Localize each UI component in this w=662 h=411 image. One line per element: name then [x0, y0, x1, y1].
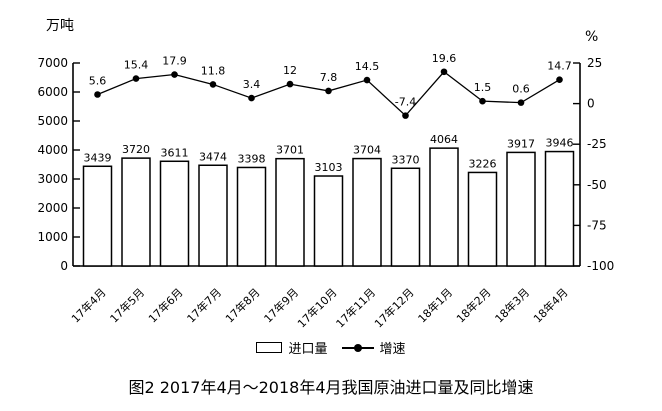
growth-point — [556, 76, 563, 84]
left-axis-tick-label: 3000 — [37, 172, 68, 186]
growth-value-label: 14.7 — [547, 60, 572, 73]
growth-point — [363, 76, 371, 84]
bar-value-label: 3917 — [507, 137, 535, 150]
x-axis-category-label: 17年7月 — [184, 285, 224, 325]
x-axis-category-label: 17年6月 — [145, 285, 185, 325]
bar — [544, 150, 575, 267]
growth-value-label: 1.5 — [474, 81, 492, 94]
bar — [236, 166, 267, 267]
figure-caption: 图2 2017年4月～2018年4月我国原油进口量及同比增速 — [128, 378, 534, 397]
left-axis-tick-label: 4000 — [37, 143, 68, 157]
bar-series-swatch-icon — [256, 342, 283, 353]
bar — [121, 157, 151, 267]
right-axis-tick-label: 25 — [587, 56, 602, 70]
growth-point — [132, 75, 140, 82]
growth-value-label: 5.6 — [89, 75, 107, 88]
bar — [82, 165, 113, 267]
bar-value-label: 3611 — [161, 146, 189, 159]
growth-value-label: 15.4 — [124, 59, 149, 72]
bar — [198, 164, 228, 267]
growth-point — [440, 68, 448, 76]
x-axis-category-label: 17年10月 — [294, 285, 339, 330]
bar-value-label: 3946 — [546, 137, 574, 150]
growth-value-label: 7.8 — [320, 71, 338, 84]
left-axis-unit-label: 万吨 — [46, 18, 74, 34]
right-axis-unit-label: % — [585, 29, 599, 45]
growth-point — [479, 97, 486, 105]
bar — [506, 151, 536, 267]
growth-point — [286, 80, 294, 88]
bar-value-label: 3701 — [276, 144, 304, 157]
bar — [390, 167, 421, 267]
left-axis-tick-label: 2000 — [37, 201, 68, 215]
right-axis-tick-label: -25 — [587, 137, 607, 151]
growth-value-label: 12 — [283, 64, 297, 77]
right-axis-tick-label: -100 — [587, 259, 614, 273]
growth-value-label: 0.6 — [512, 83, 530, 96]
x-axis-category-label: 17年8月 — [222, 285, 262, 325]
growth-point — [248, 94, 255, 102]
bar-value-label: 3103 — [315, 161, 343, 174]
bar-value-label: 3720 — [122, 143, 150, 156]
growth-point — [209, 81, 217, 88]
x-axis-category-label: 17年9月 — [261, 285, 301, 325]
growth-value-label: 14.5 — [355, 60, 380, 73]
bar-value-label: 3398 — [238, 152, 266, 165]
growth-point — [402, 112, 409, 119]
growth-point — [94, 91, 101, 98]
growth-value-label: 3.4 — [243, 78, 261, 91]
bar — [352, 157, 382, 267]
line-marker-dot-icon — [353, 343, 362, 352]
bar-value-label: 4064 — [430, 133, 458, 146]
x-axis-category-label: 18年3月 — [492, 285, 532, 325]
left-axis-tick-label: 1000 — [37, 230, 68, 244]
left-axis-tick-label: 0 — [60, 259, 68, 273]
legend-label-imports: 进口量 — [288, 342, 328, 357]
left-axis-tick-label: 7000 — [37, 56, 68, 70]
legend: 进口量 增速 — [0, 338, 662, 357]
growth-point — [325, 87, 332, 95]
bar — [275, 157, 305, 267]
x-axis-category-label: 17年12月 — [371, 285, 416, 330]
line-series-swatch-icon — [341, 343, 374, 352]
bar-value-label: 3439 — [84, 151, 112, 164]
x-axis-category-label: 18年1月 — [415, 285, 455, 325]
bar-value-label: 3474 — [199, 150, 227, 163]
bar — [429, 147, 459, 267]
x-axis-category-label: 18年2月 — [453, 285, 493, 325]
bar — [313, 175, 344, 267]
legend-item-growth: 增速 — [341, 338, 406, 357]
x-axis-category-label: 17年4月 — [68, 285, 108, 325]
growth-value-label: 17.9 — [162, 55, 187, 68]
legend-label-growth: 增速 — [379, 342, 406, 357]
x-axis-category-label: 17年5月 — [107, 285, 147, 325]
growth-value-label: 19.6 — [432, 52, 457, 65]
growth-point — [517, 99, 525, 106]
bar — [159, 160, 190, 267]
growth-value-label: -7.4 — [395, 96, 416, 109]
right-axis-tick-label: -75 — [587, 218, 607, 232]
legend-item-imports: 进口量 — [256, 338, 328, 357]
left-axis-tick-label: 5000 — [37, 114, 68, 128]
x-axis-category-label: 17年11月 — [333, 285, 378, 330]
bar-value-label: 3370 — [392, 153, 420, 166]
bar — [467, 171, 498, 267]
right-axis-tick-label: -50 — [587, 178, 607, 192]
bar-value-label: 3226 — [469, 157, 497, 170]
growth-value-label: 11.8 — [201, 64, 226, 77]
plot-area: 0 1000 2000 3000 4000 5000 6000 7000 -100 -75 -50 -… — [37, 52, 614, 331]
growth-point — [171, 71, 178, 78]
bar-value-label: 3704 — [353, 144, 381, 157]
left-axis-tick-label: 6000 — [37, 85, 68, 99]
x-axis-category-label: 18年4月 — [530, 285, 570, 325]
right-axis-tick-label: 0 — [587, 97, 595, 111]
